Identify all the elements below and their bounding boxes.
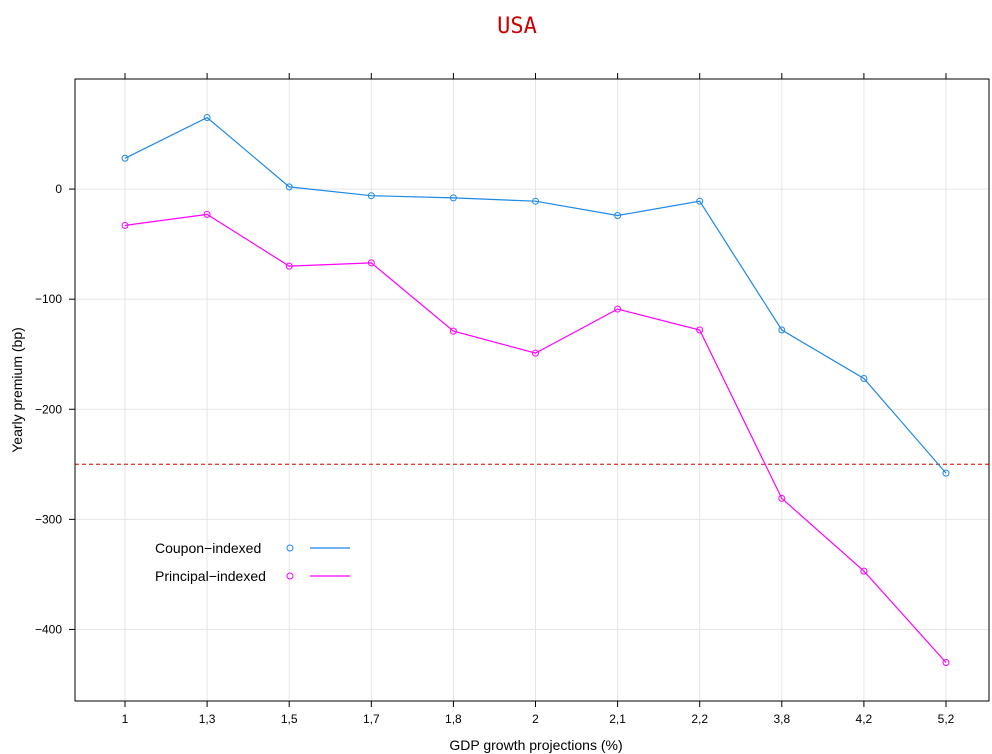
legend-marker (286, 544, 294, 552)
x-tick-label: 1,8 (445, 712, 462, 726)
x-tick-label: 1 (122, 712, 129, 726)
grid (75, 79, 989, 701)
x-tick-label: 2 (532, 712, 539, 726)
y-tick-label: −100 (35, 292, 62, 306)
data-point (860, 374, 868, 382)
data-point (121, 154, 129, 162)
chart-title: USA (497, 14, 537, 39)
x-tick-label: 5,2 (938, 712, 955, 726)
legend-label: Coupon−indexed (155, 540, 261, 556)
data-point (614, 305, 622, 313)
data-point (696, 197, 704, 205)
data-point (942, 658, 950, 666)
data-point (367, 192, 375, 200)
data-point (532, 349, 539, 357)
data-point (860, 567, 868, 575)
x-tick-label: 1,3 (199, 712, 216, 726)
x-tick-label: 4,2 (856, 712, 873, 726)
data-point (942, 469, 950, 477)
series-line-1 (124, 213, 947, 663)
data-point (614, 212, 622, 220)
data-point (449, 194, 457, 202)
y-tick-label: −200 (35, 402, 62, 416)
data-point (778, 494, 786, 502)
data-point (203, 210, 211, 218)
x-tick-label: 2,2 (691, 712, 708, 726)
x-axis: 1 1,3 1,5 1,7 1,8 2 2,1 2,2 3,8 4,2 5,2 (122, 73, 955, 726)
data-point (285, 262, 293, 270)
y-tick-label: 0 (55, 182, 62, 196)
y-tick-label: −400 (35, 622, 62, 636)
x-tick-label: 1,5 (281, 712, 298, 726)
x-tick-label: 2,1 (609, 712, 626, 726)
x-axis-label: GDP growth projections (%) (449, 737, 622, 753)
data-point (203, 114, 211, 122)
y-axis: −400 −300 −200 −100 0 (35, 182, 75, 636)
data-point (121, 221, 129, 229)
plot-frame (74, 78, 990, 702)
legend: Coupon−indexed Principal−indexed (155, 540, 350, 584)
x-tick-label: 3,8 (773, 712, 790, 726)
y-tick-label: −300 (35, 512, 62, 526)
data-point (449, 327, 457, 335)
data-point (532, 197, 539, 205)
data-point (696, 326, 704, 334)
series-layer (121, 114, 950, 666)
data-point (778, 326, 786, 334)
x-tick-label: 1,7 (363, 712, 380, 726)
data-point (367, 259, 375, 267)
legend-marker (286, 572, 294, 580)
data-point (285, 183, 293, 191)
legend-label: Principal−indexed (155, 568, 266, 584)
y-axis-label: Yearly premium (bp) (9, 327, 25, 453)
series-line-0 (124, 116, 947, 474)
